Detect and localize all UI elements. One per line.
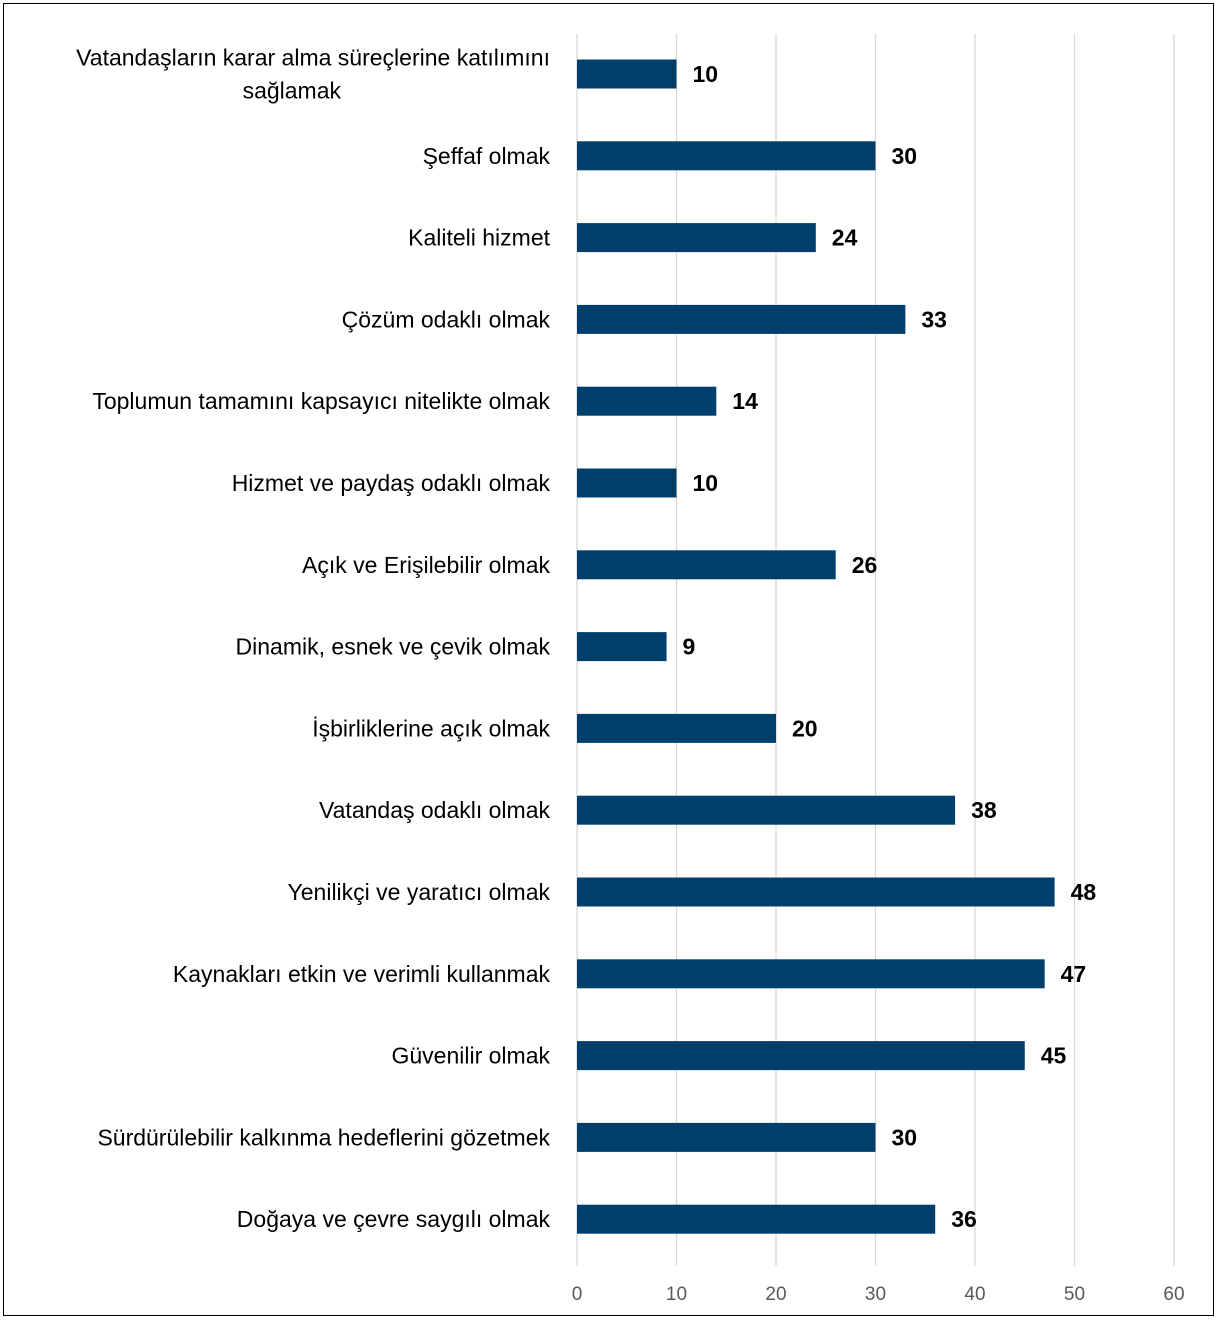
category-label: Kaliteli hizmet <box>408 225 550 251</box>
category-label: Sürdürülebilir kalkınma hedeflerini göze… <box>97 1124 550 1150</box>
bar <box>577 959 1045 989</box>
chart-frame: 10 30 24 33 14 10 26 9 20 38 48 47 45 30 36 Vatandaşla… <box>3 3 1214 1316</box>
bar <box>577 632 667 662</box>
bar <box>577 550 836 580</box>
data-label: 26 <box>852 552 878 578</box>
bar <box>577 59 677 89</box>
category-label: Toplumun tamamını kapsayıcı nitelikte ol… <box>92 388 550 414</box>
x-tick-label: 30 <box>865 1284 886 1305</box>
bar <box>577 223 816 253</box>
bar <box>577 386 717 416</box>
data-label: 9 <box>683 634 696 660</box>
category-label: Vatandaşların karar alma süreçlerine kat… <box>76 45 550 104</box>
data-label: 20 <box>792 715 818 741</box>
bars <box>577 59 1055 1234</box>
data-label: 10 <box>693 470 719 496</box>
bar-chart: 10 30 24 33 14 10 26 9 20 38 48 47 45 30 36 Vatandaşla… <box>76 34 1185 1305</box>
data-label: 48 <box>1071 879 1097 905</box>
category-label: Kaynakları etkin ve verimli kullanmak <box>173 961 551 987</box>
data-label: 30 <box>892 1124 918 1150</box>
data-label: 45 <box>1041 1043 1067 1069</box>
x-tick-label: 0 <box>572 1284 583 1305</box>
data-label: 10 <box>693 61 719 87</box>
bar <box>577 141 876 171</box>
data-label: 38 <box>971 797 997 823</box>
category-label: Şeffaf olmak <box>423 143 551 169</box>
bar <box>577 877 1055 907</box>
bar <box>577 713 776 743</box>
data-label: 36 <box>951 1206 977 1232</box>
category-label: Açık ve Erişilebilir olmak <box>302 552 550 578</box>
category-label: İşbirliklerine açık olmak <box>312 715 550 741</box>
data-label: 14 <box>732 388 758 414</box>
bar <box>577 1122 876 1152</box>
x-tick-label: 40 <box>964 1284 985 1305</box>
bar <box>577 468 677 498</box>
data-label: 30 <box>892 143 918 169</box>
category-label: Hizmet ve paydaş odaklı olmak <box>232 470 551 496</box>
data-label: 47 <box>1061 961 1087 987</box>
category-labels: Vatandaşların karar alma süreçlerine kat… <box>76 45 550 1233</box>
category-label: Dinamik, esnek ve çevik olmak <box>236 634 551 660</box>
data-label: 33 <box>921 306 947 332</box>
bar <box>577 795 956 825</box>
x-tick-label: 20 <box>765 1284 786 1305</box>
category-label: Yenilikçi ve yaratıcı olmak <box>288 879 551 905</box>
bar <box>577 304 906 334</box>
bar <box>577 1041 1025 1071</box>
category-label: Çözüm odaklı olmak <box>342 306 551 332</box>
category-label: Güvenilir olmak <box>392 1043 551 1069</box>
data-label: 24 <box>832 225 858 251</box>
x-tick-label: 60 <box>1163 1284 1184 1305</box>
category-label: Vatandaş odaklı olmak <box>319 797 550 823</box>
x-axis-tick-labels: 0 10 20 30 40 50 60 <box>572 1284 1185 1305</box>
data-labels: 10 30 24 33 14 10 26 9 20 38 48 47 45 30 36 <box>683 61 1097 1232</box>
category-label: Doğaya ve çevre saygılı olmak <box>237 1206 551 1232</box>
x-tick-label: 10 <box>666 1284 687 1305</box>
x-tick-label: 50 <box>1064 1284 1085 1305</box>
bar <box>577 1204 936 1234</box>
